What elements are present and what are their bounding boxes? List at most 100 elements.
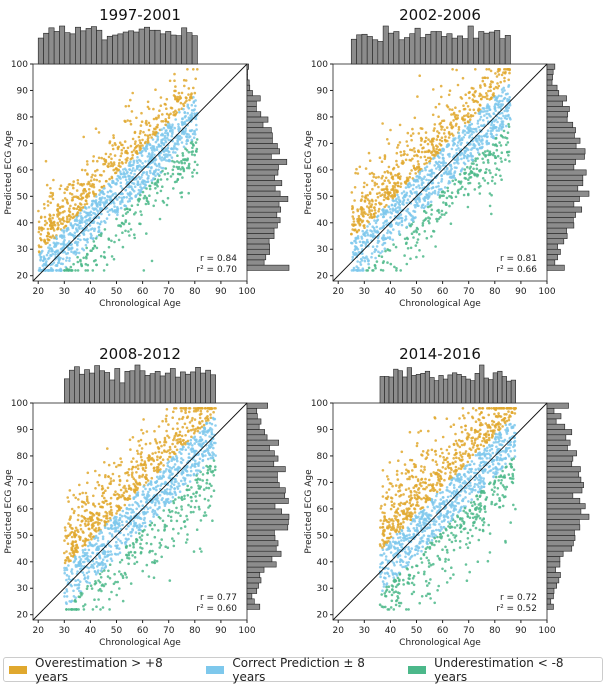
data-point bbox=[180, 434, 184, 438]
data-point bbox=[65, 568, 69, 572]
data-point bbox=[201, 479, 204, 482]
data-point bbox=[101, 505, 104, 509]
data-point bbox=[89, 555, 92, 558]
top-histogram-bar bbox=[425, 33, 432, 65]
data-point bbox=[166, 546, 170, 549]
data-point bbox=[397, 223, 400, 226]
data-point bbox=[490, 179, 494, 183]
x-tick-label: 80 bbox=[189, 287, 201, 297]
data-point bbox=[120, 148, 124, 152]
data-point bbox=[386, 188, 389, 192]
data-point bbox=[89, 210, 93, 214]
data-point bbox=[489, 129, 493, 133]
data-point bbox=[462, 193, 466, 197]
data-point bbox=[56, 204, 60, 207]
data-point bbox=[411, 127, 414, 131]
top-histogram-bar bbox=[106, 35, 113, 65]
right-histogram-bar bbox=[246, 158, 288, 165]
data-point bbox=[477, 182, 481, 185]
data-point bbox=[495, 167, 499, 170]
data-point bbox=[150, 483, 153, 486]
data-point bbox=[361, 240, 365, 244]
data-point bbox=[395, 267, 398, 270]
data-point bbox=[490, 123, 493, 127]
data-point bbox=[154, 140, 158, 144]
y-tick-label: 40 bbox=[17, 219, 29, 229]
data-point bbox=[412, 147, 416, 150]
data-point bbox=[135, 460, 138, 463]
data-point bbox=[402, 190, 406, 193]
data-point bbox=[179, 437, 182, 441]
data-point bbox=[141, 569, 144, 573]
data-point bbox=[163, 436, 167, 440]
data-point bbox=[192, 510, 195, 514]
data-point bbox=[194, 478, 197, 482]
data-point bbox=[61, 199, 65, 202]
data-point bbox=[106, 165, 110, 169]
data-point bbox=[68, 218, 72, 221]
data-point bbox=[168, 445, 172, 449]
data-point bbox=[80, 216, 83, 220]
data-point bbox=[100, 156, 103, 160]
data-point bbox=[399, 213, 403, 216]
data-point bbox=[73, 583, 77, 587]
data-point bbox=[107, 238, 111, 241]
data-point bbox=[151, 527, 154, 531]
data-point bbox=[395, 222, 398, 225]
data-point bbox=[136, 464, 140, 467]
data-point bbox=[490, 212, 493, 216]
data-point bbox=[422, 177, 425, 181]
data-point bbox=[83, 210, 86, 214]
data-point bbox=[102, 184, 106, 188]
data-point bbox=[74, 203, 77, 206]
data-point bbox=[155, 146, 159, 149]
data-point bbox=[159, 517, 162, 520]
data-point bbox=[111, 472, 115, 476]
data-point bbox=[38, 245, 41, 249]
data-point bbox=[90, 175, 93, 179]
data-point bbox=[173, 180, 177, 184]
data-point bbox=[79, 524, 82, 527]
top-histogram-bar bbox=[462, 38, 469, 65]
data-point bbox=[105, 263, 109, 267]
data-point bbox=[386, 138, 389, 141]
data-point bbox=[429, 140, 432, 143]
data-point bbox=[355, 230, 359, 233]
data-point bbox=[72, 186, 75, 190]
data-point bbox=[380, 176, 384, 180]
data-point bbox=[472, 142, 476, 146]
data-point bbox=[125, 497, 128, 501]
data-point bbox=[140, 538, 143, 541]
data-point bbox=[136, 156, 139, 159]
data-point bbox=[497, 84, 501, 88]
data-point bbox=[150, 181, 154, 185]
data-point bbox=[116, 211, 119, 214]
data-point bbox=[143, 183, 147, 186]
data-point bbox=[120, 520, 124, 523]
data-point bbox=[490, 135, 493, 138]
data-point bbox=[214, 465, 217, 469]
data-point bbox=[38, 266, 41, 270]
data-point bbox=[206, 457, 210, 461]
data-point bbox=[501, 103, 505, 106]
data-point bbox=[403, 237, 407, 241]
data-point bbox=[128, 119, 132, 123]
data-point bbox=[76, 269, 80, 272]
data-point bbox=[193, 91, 197, 95]
data-point bbox=[189, 442, 192, 445]
data-point bbox=[165, 468, 168, 471]
data-point bbox=[129, 98, 132, 102]
data-point bbox=[86, 240, 89, 244]
data-point bbox=[151, 156, 154, 159]
right-histogram-bar bbox=[546, 148, 586, 155]
data-point bbox=[154, 131, 157, 134]
data-point bbox=[127, 553, 131, 557]
data-point bbox=[394, 183, 397, 187]
data-point bbox=[177, 438, 180, 441]
data-point bbox=[361, 219, 365, 223]
data-point bbox=[408, 172, 412, 175]
data-point bbox=[65, 536, 68, 540]
data-point bbox=[197, 487, 201, 490]
data-point bbox=[398, 123, 402, 127]
data-point bbox=[161, 132, 164, 136]
